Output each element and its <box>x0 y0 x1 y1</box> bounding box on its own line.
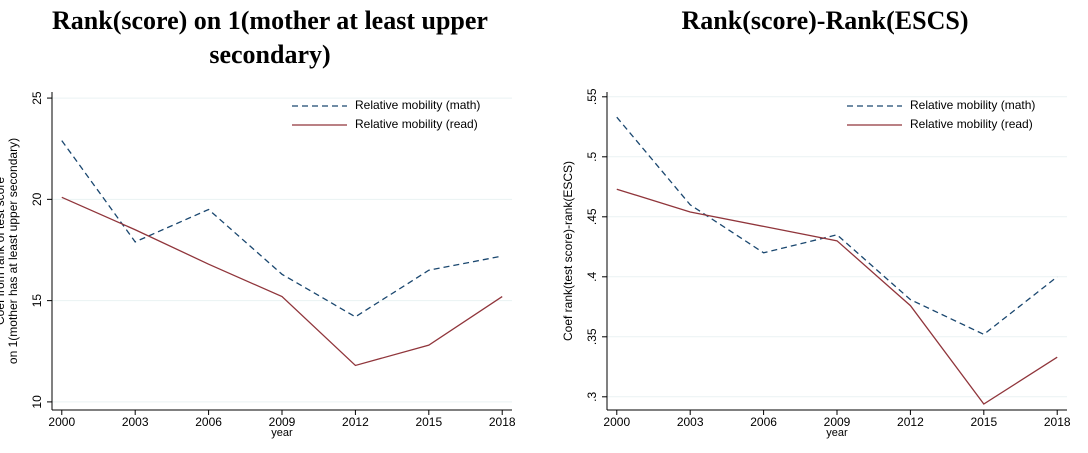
x-tick-label: 2000 <box>48 415 75 429</box>
y-tick-label: .35 <box>585 328 599 345</box>
x-tick-label: 2003 <box>122 415 149 429</box>
y-tick-label: 15 <box>30 294 44 308</box>
x-tick-label: 2006 <box>195 415 222 429</box>
x-tick-label: 2009 <box>824 415 851 429</box>
data-line <box>61 196 503 367</box>
chart-panel: Rank(score)-Rank(ESCS) .3 .35 .4 .45 .5 .55 200… <box>555 0 1088 453</box>
y-tick-label: 10 <box>30 395 44 409</box>
x-axis-label: year <box>271 427 293 439</box>
y-tick-label: .3 <box>585 391 599 401</box>
chart-title: Rank(score) on 1(mother at least upper s… <box>52 6 488 69</box>
x-tick-label: 2015 <box>415 415 442 429</box>
x-axis-label: year <box>826 427 848 439</box>
x-tick-label: 2015 <box>970 415 997 429</box>
legend-label: Relative mobility (read) <box>355 117 478 131</box>
data-line <box>616 116 1058 336</box>
chart-panel: Rank(score) on 1(mother at least upper s… <box>0 0 540 453</box>
legend-label: Relative mobility (read) <box>910 117 1033 131</box>
y-axis-label: Coef rank(test score)-rank(ESCS) <box>561 161 575 341</box>
y-tick-label: 25 <box>30 91 44 105</box>
chart: .3 .35 .4 .45 .5 .55 2000 2003 2006 2009 2012 2015 2… <box>561 88 1071 439</box>
x-tick-label: 2000 <box>603 415 630 429</box>
y-tick-label: .45 <box>585 208 599 225</box>
data-line <box>61 140 503 318</box>
y-tick-label: .5 <box>585 151 599 161</box>
x-tick-label: 2018 <box>489 415 516 429</box>
y-tick-label: .4 <box>585 271 599 281</box>
y-tick-label: 20 <box>30 192 44 206</box>
x-tick-label: 2012 <box>897 415 924 429</box>
legend-label: Relative mobility (math) <box>355 98 480 112</box>
y-axis-label: Coef from rank of test score <box>0 177 7 325</box>
chart: 10 15 20 25 2000 2003 2006 2009 2012 2015 2018 year… <box>0 91 516 439</box>
x-tick-label: 2003 <box>677 415 704 429</box>
x-tick-label: 2012 <box>342 415 369 429</box>
chart-title: Rank(score)-Rank(ESCS) <box>681 6 969 35</box>
y-tick-label: .55 <box>585 88 599 105</box>
data-line <box>616 188 1058 405</box>
x-tick-label: 2018 <box>1044 415 1071 429</box>
x-tick-label: 2006 <box>750 415 777 429</box>
x-tick-label: 2009 <box>269 415 296 429</box>
y-axis-label: on 1(mother has at least upper secondary… <box>6 138 20 364</box>
legend-label: Relative mobility (math) <box>910 98 1035 112</box>
